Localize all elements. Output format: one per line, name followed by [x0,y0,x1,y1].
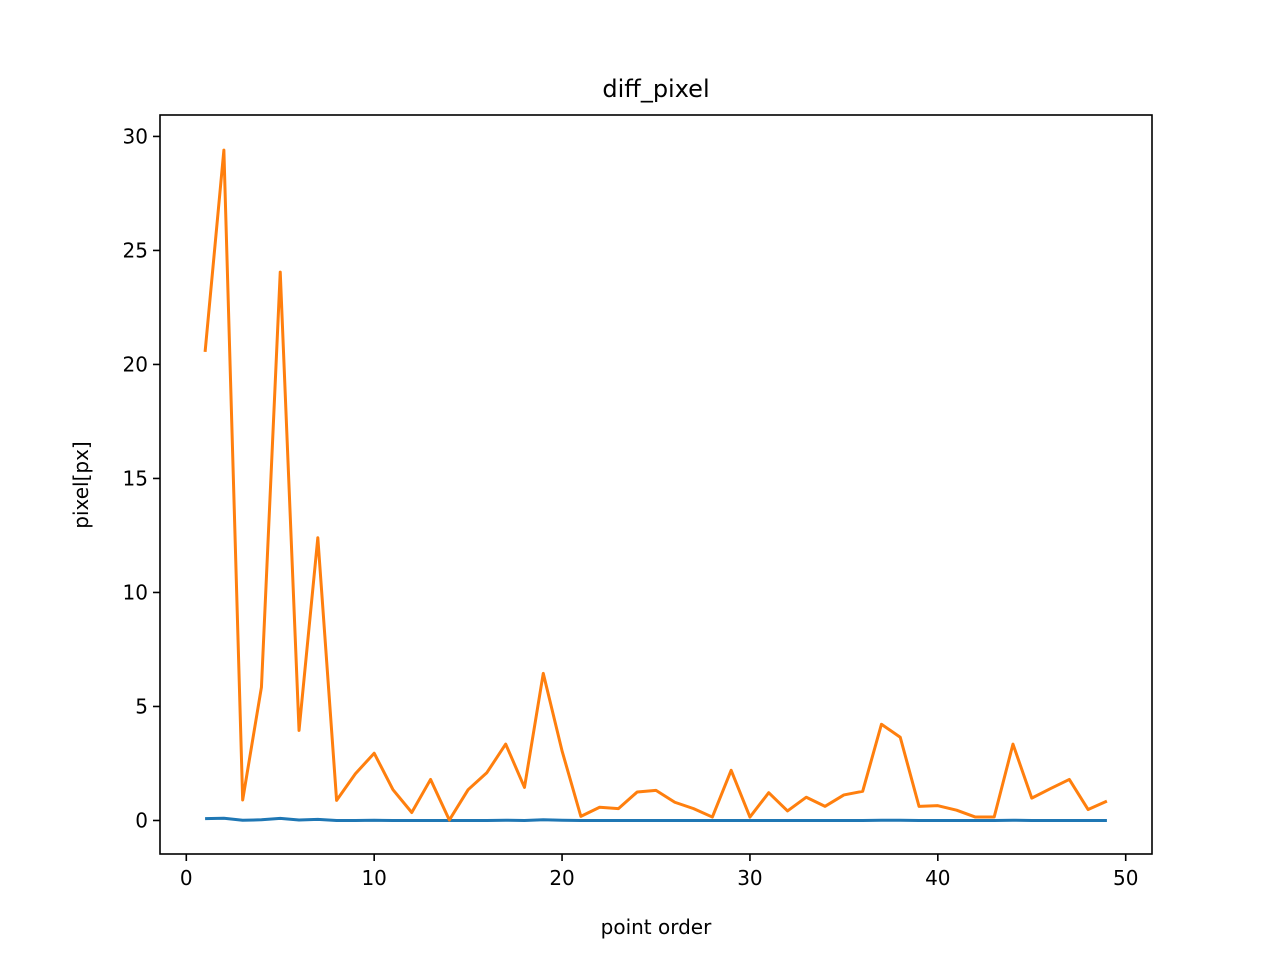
x-tick-label: 30 [737,866,762,890]
series-line-1 [205,816,1107,822]
x-axis-label: point order [601,915,712,939]
x-tick-label: 0 [180,866,193,890]
y-axis: 0 5 10 15 20 25 30 [123,124,160,832]
plot-frame [159,114,1153,855]
series-layer [203,148,1108,822]
y-tick-label: 20 [123,352,148,376]
x-tick-label: 20 [549,866,574,890]
x-axis: 0 10 20 30 40 50 [180,854,1138,890]
y-tick-label: 10 [123,580,148,604]
x-tick-label: 10 [361,866,386,890]
series-line-2 [203,148,1108,822]
chart-title: diff_pixel [602,75,709,103]
y-axis-label: pixel[px] [69,441,93,528]
y-tick-label: 25 [123,238,148,262]
x-tick-label: 40 [925,866,950,890]
y-tick-label: 30 [123,124,148,148]
y-tick-label: 5 [135,694,148,718]
y-tick-label: 0 [135,808,148,832]
y-tick-label: 15 [123,466,148,490]
x-tick-label: 50 [1113,866,1138,890]
